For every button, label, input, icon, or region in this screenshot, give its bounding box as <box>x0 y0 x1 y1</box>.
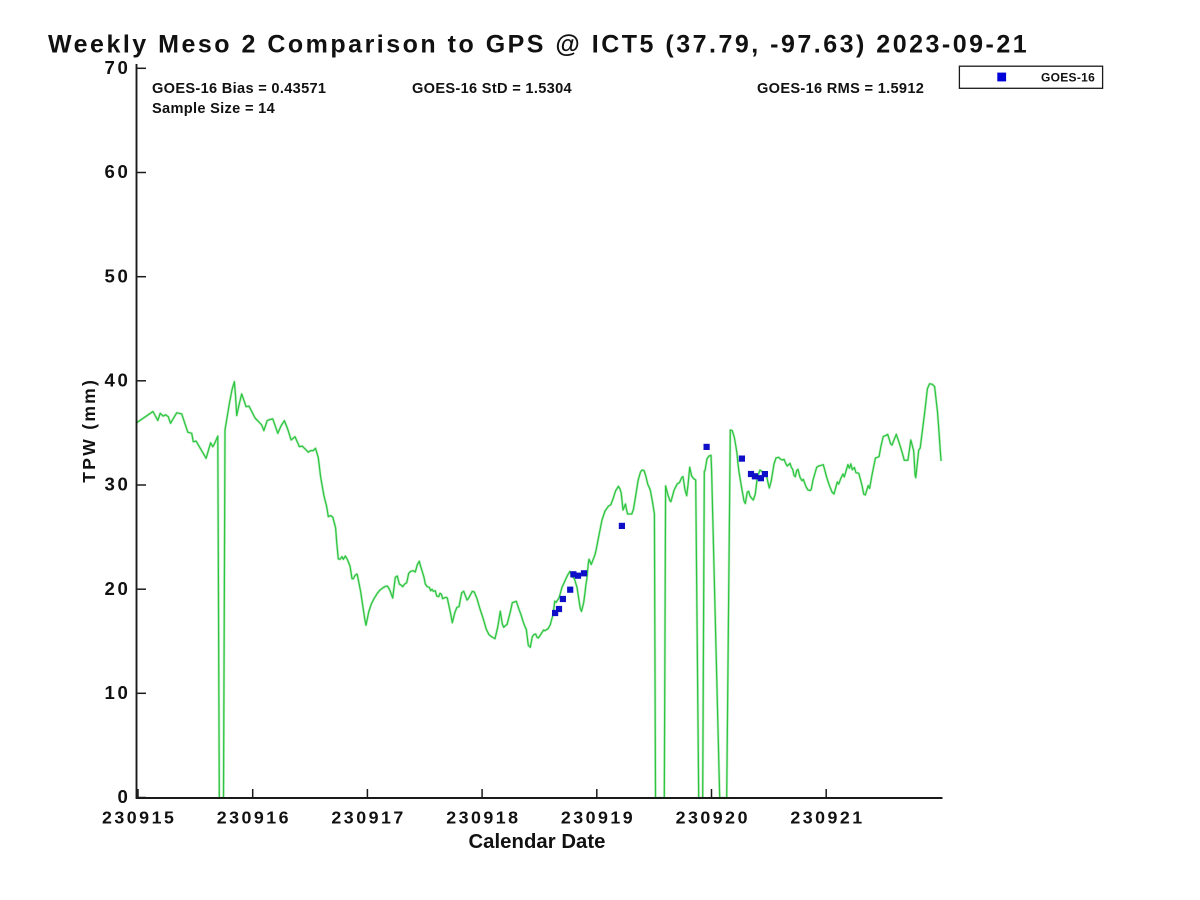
svg-text:Sample Size = 14: Sample Size = 14 <box>152 101 276 117</box>
svg-text:230916: 230916 <box>217 808 291 828</box>
svg-text:GOES-16 StD = 1.5304: GOES-16 StD = 1.5304 <box>412 81 572 97</box>
svg-text:0: 0 <box>117 786 130 807</box>
svg-text:230921: 230921 <box>790 808 864 828</box>
svg-text:Weekly Meso 2 Comparison to GP: Weekly Meso 2 Comparison to GPS @ ICT5 (… <box>48 31 1029 59</box>
svg-text:GOES-16 RMS = 1.5912: GOES-16 RMS = 1.5912 <box>757 81 924 97</box>
svg-text:10: 10 <box>105 682 131 703</box>
svg-text:50: 50 <box>105 265 131 286</box>
svg-text:30: 30 <box>105 474 131 495</box>
svg-text:20: 20 <box>105 578 131 599</box>
svg-text:60: 60 <box>105 161 131 182</box>
svg-text:230919: 230919 <box>561 808 635 828</box>
svg-text:230915: 230915 <box>102 808 176 828</box>
svg-text:GOES-16: GOES-16 <box>1041 71 1095 85</box>
svg-text:230918: 230918 <box>446 808 520 828</box>
svg-text:230917: 230917 <box>331 808 405 828</box>
svg-text:230920: 230920 <box>676 808 750 828</box>
svg-text:70: 70 <box>105 57 131 78</box>
svg-text:GOES-16 Bias = 0.43571: GOES-16 Bias = 0.43571 <box>152 81 326 97</box>
svg-text:Calendar Date: Calendar Date <box>468 831 605 853</box>
svg-text:40: 40 <box>105 369 131 390</box>
svg-text:TPW (mm): TPW (mm) <box>79 378 99 483</box>
